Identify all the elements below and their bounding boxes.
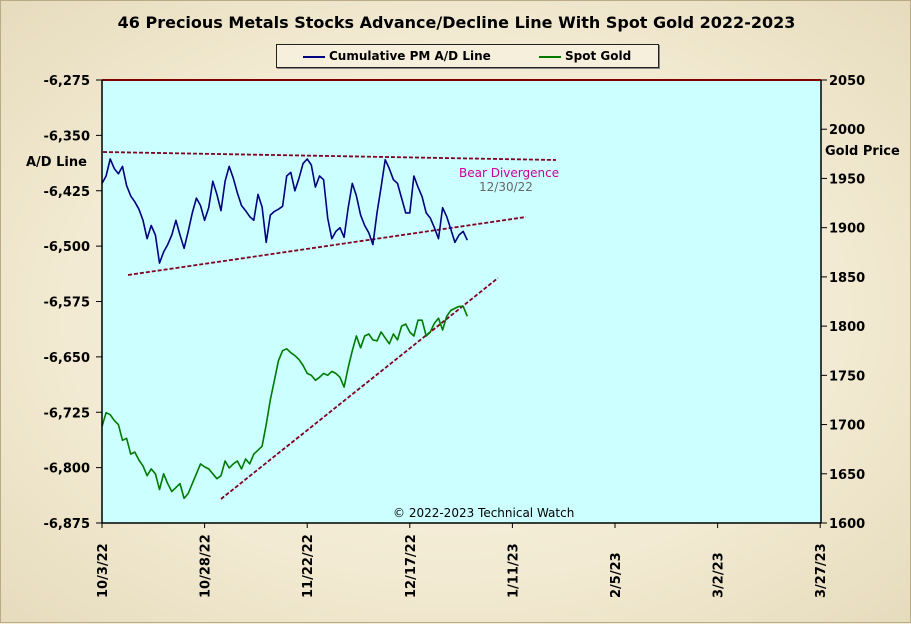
legend-swatch-gold [539,56,561,58]
left-tick-label: -6,275 [43,74,90,89]
left-tick-label: -6,725 [43,406,90,421]
left-tick-label: -6,875 [43,517,90,532]
left-tick-label: -6,575 [43,296,90,311]
right-tick-label: 1900 [829,222,865,237]
left-tick-label: -6,650 [43,351,90,366]
x-tick-label: 11/22/22 [301,534,316,598]
copyright-label: © 2022-2023 Technical Watch [393,506,574,520]
legend-label-ad: Cumulative PM A/D Line [329,49,491,63]
ad-line-series [101,158,469,264]
gold-series [101,305,469,500]
left-tick-label: -6,425 [43,185,90,200]
right-tick-label: 1650 [829,468,865,483]
support-trendline [127,216,527,276]
gold-trendline [220,277,499,500]
divergence-date-label: 12/30/22 [479,180,533,194]
plot-area [101,79,822,524]
right-tick-label: 1850 [829,271,865,286]
right-tick-label: 1750 [829,369,865,384]
x-tick-label: 3/2/23 [712,552,727,598]
bear-divergence-label: Bear Divergence [459,166,559,180]
chart-title: 46 Precious Metals Stocks Advance/Declin… [117,13,796,32]
right-tick-label: 2050 [829,74,865,89]
right-tick-label: 1950 [829,172,865,187]
right-tick-label: 1700 [829,419,865,434]
right-tick-label: 1600 [829,517,865,532]
x-tick-label: 1/11/23 [506,543,521,598]
left-tick-label: -6,350 [43,129,90,144]
legend-swatch-ad [303,56,325,58]
right-tick-label: 1800 [829,320,865,335]
legend: Cumulative PM A/D Line Spot Gold [276,44,659,68]
legend-label-gold: Spot Gold [565,49,632,63]
right-axis-title: Gold Price [825,144,900,159]
right-tick-label: 2000 [829,123,865,138]
left-tick-label: -6,800 [43,462,90,477]
x-tick-label: 10/28/22 [199,534,214,598]
left-axis-title: A/D Line [26,155,87,170]
x-tick-label: 12/17/22 [404,534,419,598]
left-tick-label: -6,500 [43,240,90,255]
x-tick-label: 3/27/23 [814,543,829,598]
x-tick-label: 2/5/23 [609,552,624,598]
x-tick-label: 10/3/22 [96,543,111,598]
resistance-trendline [102,151,557,161]
